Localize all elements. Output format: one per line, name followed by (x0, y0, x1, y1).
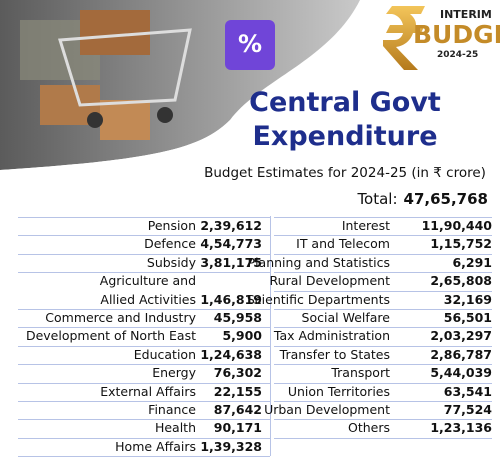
row-rule (18, 456, 270, 458)
row-rule (274, 235, 492, 237)
row-label: Allied Activities (100, 291, 196, 307)
row-rule (18, 253, 270, 255)
row-rule (274, 290, 492, 292)
total-label: Total: (357, 190, 398, 208)
row-label: Home Affairs (115, 438, 196, 454)
row-label: Commerce and Industry (45, 310, 196, 325)
title-line: Expenditure (252, 121, 438, 152)
row-label: Finance (148, 402, 196, 417)
subtitle: Budget Estimates for 2024-25 (in ₹ crore… (204, 165, 486, 181)
row-rule (18, 437, 270, 439)
row-label: Transport (331, 365, 390, 381)
row-rule (18, 401, 270, 402)
total: Total: 47,65,768 (357, 190, 488, 208)
row-rule (274, 345, 492, 347)
row-rule (274, 437, 492, 439)
row-rule (18, 272, 270, 274)
row-value: 11,90,440 (421, 218, 492, 233)
row-label: Energy (152, 365, 196, 381)
row-label: Agriculture and (99, 273, 196, 289)
row-value: 1,15,752 (430, 236, 492, 252)
row-label: Subsidy (146, 254, 196, 270)
row-value: 3,81,175 (200, 254, 262, 270)
row-rule (18, 345, 270, 347)
row-value: 5,900 (222, 328, 262, 344)
row-label: Development of North East (25, 328, 196, 344)
row-label: Transfer to States (279, 346, 390, 362)
row-rule (274, 419, 492, 421)
row-value: 77,524 (443, 402, 492, 417)
row-value: 56,501 (443, 310, 492, 325)
row-label: Defence (144, 236, 196, 252)
row-label: Social Welfare (301, 310, 390, 325)
row-value: 87,642 (213, 402, 262, 417)
logo-year: 2024-25 (437, 50, 479, 60)
row-label: Union Territories (287, 383, 390, 399)
row-rule (274, 217, 492, 218)
row-label: Urban Development (264, 402, 390, 417)
row-value: 5,44,039 (430, 365, 492, 381)
row-rule (274, 364, 492, 366)
row-rule (274, 382, 492, 384)
row-label: Interest (341, 218, 390, 233)
row-value: 2,03,297 (430, 328, 492, 344)
row-value: 76,302 (213, 365, 262, 381)
row-label: External Affairs (100, 383, 196, 399)
divider (270, 216, 271, 456)
row-value: 6,291 (452, 254, 492, 270)
row-rule (18, 217, 270, 218)
row-value: 2,39,612 (200, 218, 262, 233)
row-rule (18, 382, 270, 384)
row-label: Scientific Departments (246, 291, 390, 307)
row-label: Education (133, 346, 196, 362)
row-rule (274, 253, 492, 255)
row-value: 1,23,136 (430, 420, 492, 436)
row-label: Others (347, 420, 390, 436)
row-value: 45,958 (213, 310, 262, 325)
logo-main: BUDGET (413, 20, 500, 49)
header-art: % (0, 0, 425, 200)
row-rule (274, 309, 492, 310)
row-label: Planning and Statistics (247, 254, 390, 270)
row-rule (18, 364, 270, 366)
row-label: IT and Telecom (296, 236, 390, 252)
row-rule (274, 401, 492, 402)
svg-text:%: % (238, 30, 262, 58)
row-label: Pension (147, 218, 196, 233)
row-value: 1,24,638 (200, 346, 262, 362)
row-rule (18, 327, 270, 329)
row-label: Health (154, 420, 196, 436)
row-value: 2,65,808 (430, 273, 492, 289)
logo-top: INTERIM (440, 8, 492, 21)
row-rule (18, 235, 270, 237)
title: Central Govt Expenditure (200, 86, 490, 154)
row-value: 32,169 (443, 291, 492, 307)
row-value: 63,541 (443, 383, 492, 399)
row-rule (18, 309, 270, 310)
row-value: 1,39,328 (200, 438, 262, 454)
row-rule (18, 419, 270, 421)
row-label: Rural Development (269, 273, 390, 289)
title-line: Central Govt (249, 87, 441, 118)
row-label: Tax Administration (273, 328, 390, 344)
row-value: 22,155 (213, 383, 262, 399)
row-value: 90,171 (213, 420, 262, 436)
row-value: 4,54,773 (200, 236, 262, 252)
total-value: 47,65,768 (403, 190, 488, 208)
row-value: 1,46,819 (200, 291, 262, 307)
row-rule (274, 272, 492, 274)
row-value: 2,86,787 (430, 346, 492, 362)
row-rule (274, 327, 492, 329)
